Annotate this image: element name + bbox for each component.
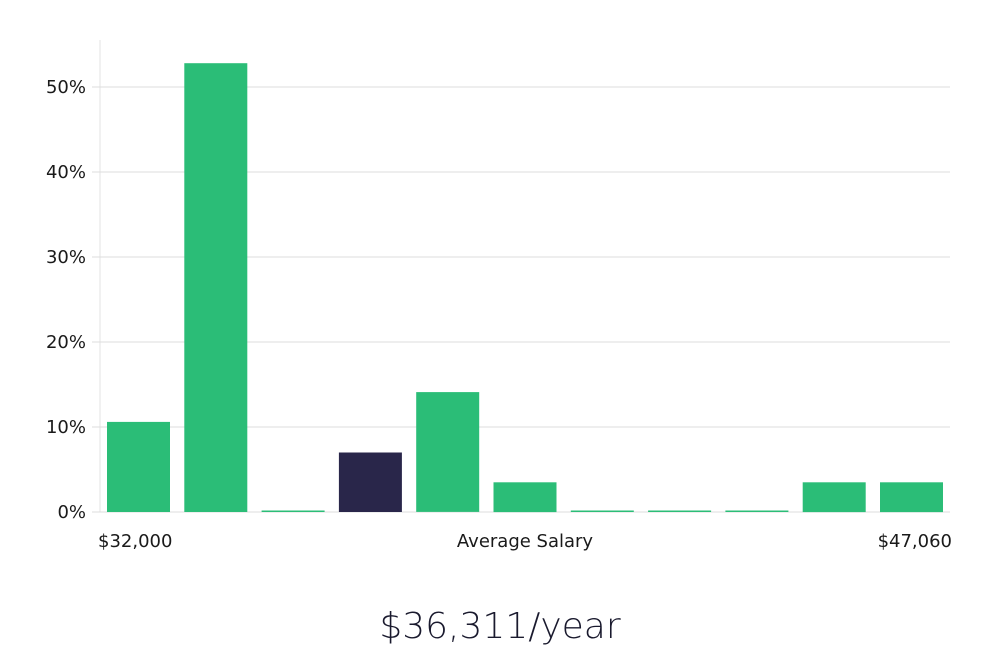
y-axis-ticks: 0% 10% 20% 30% 40% 50% [46,77,86,523]
y-tick-label: 10% [46,417,86,438]
bar [261,510,325,512]
x-min-label: $32,000 [98,531,172,552]
bar [725,510,789,512]
y-tick-label: 0% [57,502,86,523]
bar [107,421,170,512]
y-tick-label: 50% [46,77,86,98]
y-tick-label: 30% [46,247,86,268]
x-max-label: $47,060 [878,531,952,552]
bars [107,63,943,513]
bar [493,482,557,513]
y-tick-label: 20% [46,332,86,353]
average-salary-caption: $36,311/year [379,606,621,647]
y-tick-label: 40% [46,162,86,183]
bar [416,392,480,512]
x-axis-title: Average Salary [457,531,594,552]
bar [880,482,943,513]
salary-histogram: 0% 10% 20% 30% 40% 50% $32,000 Average Salary… [46,40,952,552]
bar [570,510,634,512]
bar-highlighted [338,452,402,512]
bar [648,510,712,512]
bar [184,63,248,512]
bar [802,482,866,513]
